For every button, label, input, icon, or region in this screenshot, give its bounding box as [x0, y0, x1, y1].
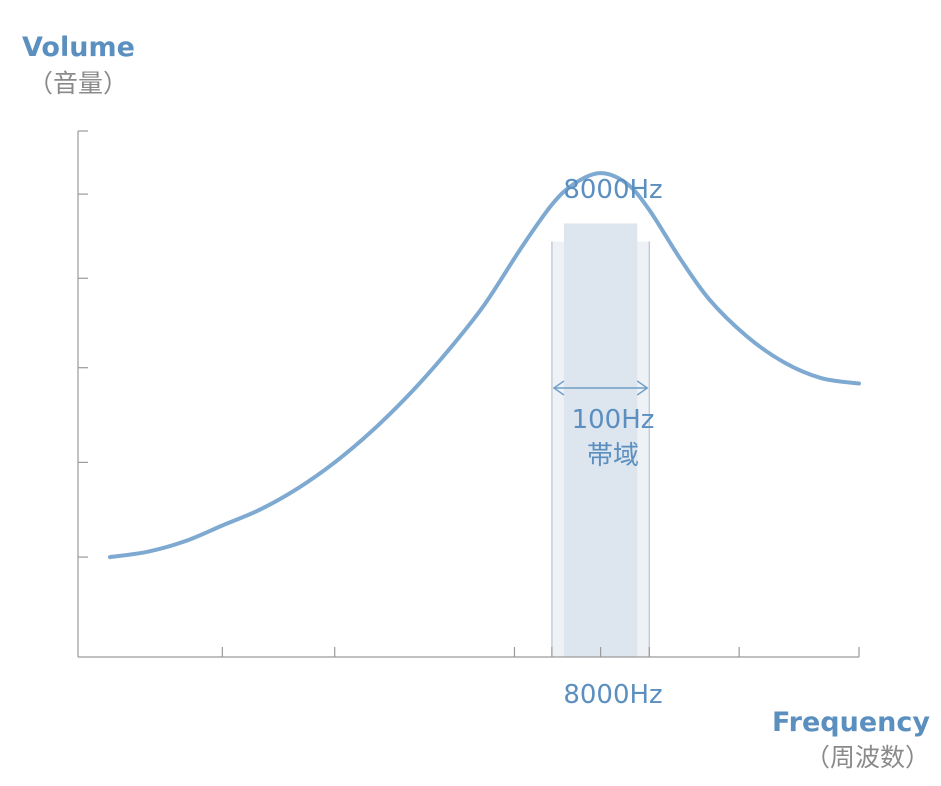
- x-axis-sublabel: （周波数）: [805, 743, 930, 772]
- y-axis-sublabel: （音量）: [28, 69, 128, 98]
- response-curve: [108, 171, 861, 560]
- peak-frequency-label: 8000Hz: [563, 175, 662, 205]
- center-frequency-tick-label: 8000Hz: [563, 680, 662, 710]
- bandwidth-arrow-left-head: [552, 380, 565, 396]
- bandwidth-arrow-right-head: [636, 380, 649, 396]
- curve-group: [108, 171, 861, 560]
- axes: [77, 130, 860, 658]
- bandwidth-arrow: [552, 380, 649, 396]
- x-axis-label: Frequency: [772, 707, 930, 738]
- y-axis-label: Volume: [22, 32, 135, 63]
- bandwidth-caption-label: 帯域: [587, 441, 639, 471]
- bandwidth-band: [551, 223, 650, 657]
- band-inner-fill: [563, 223, 638, 657]
- bandwidth-value-label: 100Hz: [572, 405, 655, 435]
